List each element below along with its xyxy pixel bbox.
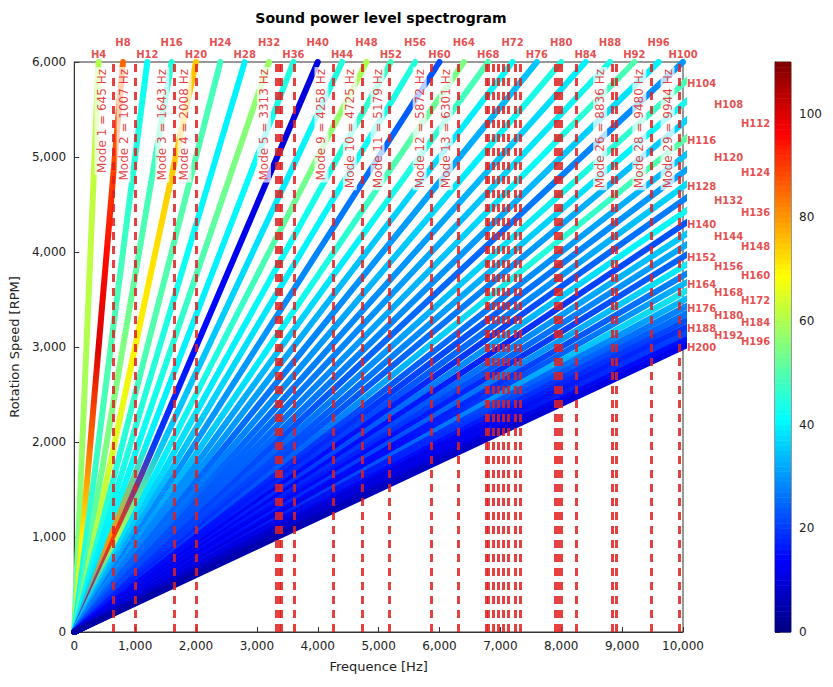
- svg-text:6,000: 6,000: [32, 55, 66, 69]
- svg-text:H60: H60: [428, 49, 450, 60]
- svg-text:H140: H140: [687, 219, 716, 230]
- svg-text:Mode 11 = 5179 Hz: Mode 11 = 5179 Hz: [371, 69, 385, 188]
- svg-text:2,000: 2,000: [32, 435, 66, 449]
- svg-text:5,000: 5,000: [32, 150, 66, 164]
- svg-text:H48: H48: [355, 37, 377, 48]
- svg-text:H40: H40: [307, 37, 329, 48]
- svg-text:H164: H164: [687, 279, 716, 290]
- svg-text:H44: H44: [331, 49, 353, 60]
- svg-text:H16: H16: [161, 37, 183, 48]
- svg-text:Mode 29 = 9944 Hz: Mode 29 = 9944 Hz: [661, 69, 675, 188]
- svg-text:6,000: 6,000: [422, 639, 456, 653]
- svg-text:Mode 13 = 6301 Hz: Mode 13 = 6301 Hz: [439, 69, 453, 188]
- svg-text:H112: H112: [741, 118, 770, 129]
- svg-text:H180: H180: [714, 310, 743, 321]
- svg-text:H104: H104: [687, 78, 716, 89]
- svg-text:4,000: 4,000: [301, 639, 335, 653]
- svg-text:20: 20: [799, 521, 814, 535]
- svg-text:H144: H144: [714, 231, 743, 242]
- svg-text:Mode 28 = 9480 Hz: Mode 28 = 9480 Hz: [632, 69, 646, 188]
- svg-text:H8: H8: [115, 37, 130, 48]
- svg-text:0: 0: [799, 625, 807, 639]
- svg-text:H68: H68: [477, 49, 499, 60]
- svg-text:H120: H120: [714, 152, 743, 163]
- svg-text:H52: H52: [380, 49, 402, 60]
- svg-text:10,000: 10,000: [662, 639, 704, 653]
- svg-text:H148: H148: [741, 241, 770, 252]
- svg-text:H64: H64: [453, 37, 475, 48]
- svg-text:Mode 1 = 645 Hz: Mode 1 = 645 Hz: [95, 69, 109, 173]
- svg-text:Mode 9 = 4258 Hz: Mode 9 = 4258 Hz: [314, 69, 328, 181]
- svg-text:H172: H172: [741, 295, 770, 306]
- svg-text:9,000: 9,000: [605, 639, 639, 653]
- svg-text:Mode 2 = 1007 Hz: Mode 2 = 1007 Hz: [117, 69, 131, 181]
- svg-text:H196: H196: [741, 336, 770, 347]
- svg-text:H188: H188: [687, 323, 716, 334]
- svg-text:H184: H184: [741, 317, 770, 328]
- svg-text:Mode 10 = 4725 Hz: Mode 10 = 4725 Hz: [343, 69, 357, 188]
- svg-text:H200: H200: [687, 342, 716, 353]
- svg-text:100: 100: [799, 107, 822, 121]
- svg-text:7,000: 7,000: [483, 639, 517, 653]
- svg-text:H12: H12: [136, 49, 158, 60]
- svg-text:H24: H24: [209, 37, 231, 48]
- svg-text:0: 0: [70, 639, 78, 653]
- svg-text:H76: H76: [526, 49, 548, 60]
- svg-text:H56: H56: [404, 37, 426, 48]
- svg-text:Sound power level spectrogram: Sound power level spectrogram: [255, 10, 506, 26]
- svg-text:H92: H92: [623, 49, 645, 60]
- svg-text:H80: H80: [550, 37, 572, 48]
- svg-text:1,000: 1,000: [32, 530, 66, 544]
- svg-text:H124: H124: [741, 167, 770, 178]
- svg-text:80: 80: [799, 210, 814, 224]
- svg-text:4,000: 4,000: [32, 245, 66, 259]
- svg-text:H168: H168: [714, 287, 743, 298]
- svg-text:40: 40: [799, 418, 814, 432]
- svg-text:Mode 12 = 5872 Hz: Mode 12 = 5872 Hz: [413, 69, 427, 188]
- svg-text:H160: H160: [741, 270, 770, 281]
- svg-text:H72: H72: [501, 37, 523, 48]
- svg-text:5,000: 5,000: [361, 639, 395, 653]
- svg-text:1,000: 1,000: [118, 639, 152, 653]
- svg-text:Mode 26 = 8836 Hz: Mode 26 = 8836 Hz: [593, 69, 607, 188]
- svg-text:8,000: 8,000: [544, 639, 578, 653]
- svg-text:H176: H176: [687, 303, 716, 314]
- svg-text:H36: H36: [282, 49, 304, 60]
- svg-text:2,000: 2,000: [179, 639, 213, 653]
- svg-text:Mode 4 = 2008 Hz: Mode 4 = 2008 Hz: [177, 69, 191, 181]
- svg-text:Frequence [Hz]: Frequence [Hz]: [329, 659, 427, 674]
- svg-text:H84: H84: [574, 49, 596, 60]
- svg-text:H136: H136: [741, 207, 770, 218]
- svg-text:H88: H88: [599, 37, 621, 48]
- svg-text:H4: H4: [91, 49, 106, 60]
- svg-text:H28: H28: [234, 49, 256, 60]
- svg-text:0: 0: [59, 625, 67, 639]
- svg-text:H32: H32: [258, 37, 280, 48]
- svg-text:H192: H192: [714, 330, 743, 341]
- svg-text:H108: H108: [714, 99, 743, 110]
- svg-text:H100: H100: [668, 49, 697, 60]
- svg-text:H156: H156: [714, 261, 743, 272]
- svg-text:H128: H128: [687, 181, 716, 192]
- svg-text:3,000: 3,000: [32, 340, 66, 354]
- svg-text:Mode 5 = 3313 Hz: Mode 5 = 3313 Hz: [257, 69, 271, 181]
- svg-text:H132: H132: [714, 195, 743, 206]
- svg-text:Rotation Speed [RPM]: Rotation Speed [RPM]: [7, 276, 22, 418]
- svg-text:60: 60: [799, 314, 814, 328]
- svg-text:H96: H96: [648, 37, 670, 48]
- svg-text:Mode 3 = 1643 Hz: Mode 3 = 1643 Hz: [155, 69, 169, 181]
- svg-text:H116: H116: [687, 135, 716, 146]
- svg-text:H20: H20: [185, 49, 207, 60]
- svg-text:H152: H152: [687, 252, 716, 263]
- svg-text:3,000: 3,000: [240, 639, 274, 653]
